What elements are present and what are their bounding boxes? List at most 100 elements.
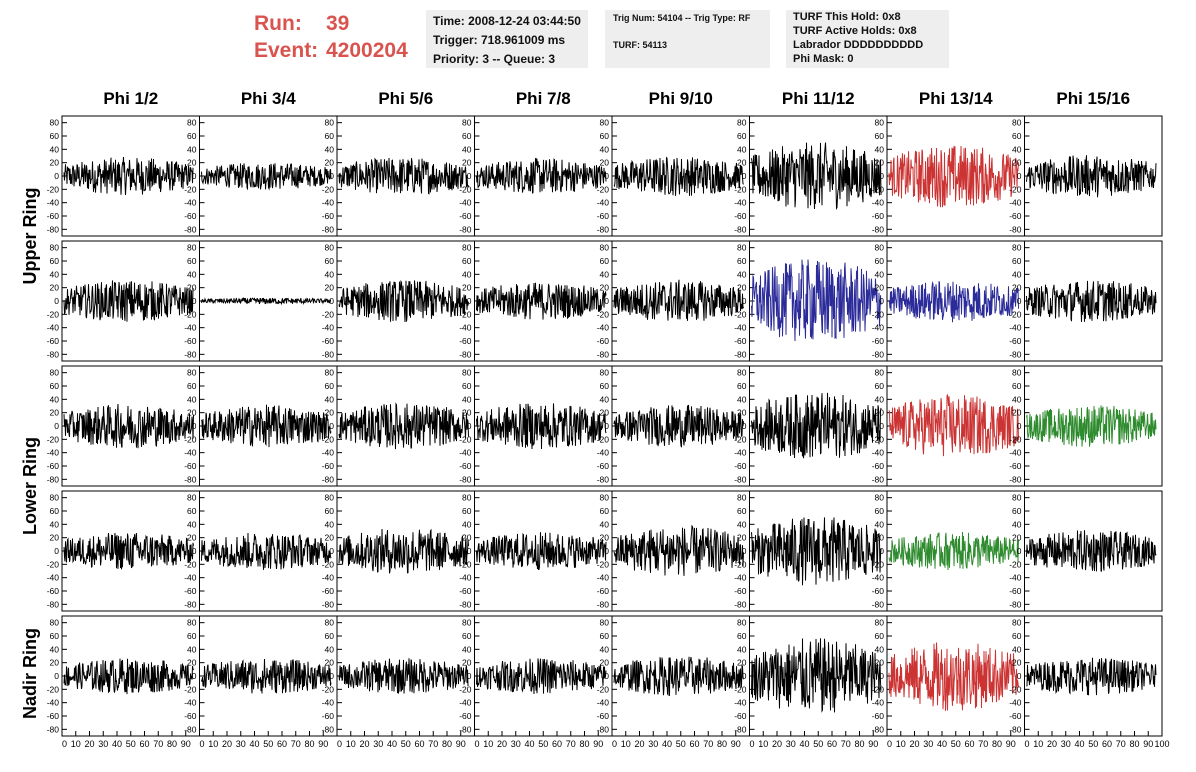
- ring-label: Lower Ring: [20, 437, 40, 535]
- y-tick-label: -20: [597, 559, 610, 569]
- y-tick-label: 20: [325, 408, 335, 418]
- y-tick-label: -40: [597, 698, 610, 708]
- x-tick-label: 50: [813, 739, 823, 749]
- y-tick-label: -40: [872, 573, 885, 583]
- y-tick-label: -20: [1009, 309, 1022, 319]
- y-tick-label: 80: [187, 118, 197, 128]
- y-tick-label: -60: [322, 211, 335, 221]
- y-tick-label: -60: [184, 211, 197, 221]
- y-tick-label: 40: [737, 394, 747, 404]
- y-tick-label: -60: [734, 586, 747, 596]
- x-tick-label: 40: [112, 739, 122, 749]
- time-info-box: Time: 2008-12-24 03:44:50 Trigger: 718.9…: [426, 10, 588, 68]
- y-tick-label: 20: [875, 533, 885, 543]
- y-tick-label: 80: [875, 618, 885, 628]
- y-tick-label: -60: [184, 711, 197, 721]
- y-tick-label: 60: [600, 381, 610, 391]
- y-tick-label: -20: [322, 434, 335, 444]
- y-tick-label: 20: [1012, 533, 1022, 543]
- y-tick-label: 0: [192, 296, 197, 306]
- y-tick-label: 0: [467, 421, 472, 431]
- y-tick-label: -80: [734, 599, 747, 609]
- y-tick-label: -20: [47, 559, 60, 569]
- waveform-trace: [338, 279, 469, 323]
- y-tick-label: 80: [737, 243, 747, 253]
- y-tick-label: 20: [50, 158, 60, 168]
- y-tick-label: 20: [1012, 158, 1022, 168]
- trig-num-line: Trig Num: 54104 -- Trig Type: RF: [613, 13, 751, 23]
- y-tick-label: -40: [322, 698, 335, 708]
- waveform-trace: [338, 402, 469, 450]
- y-tick-label: 60: [737, 256, 747, 266]
- y-tick-label: -20: [734, 434, 747, 444]
- y-tick-label: -40: [47, 448, 60, 458]
- x-tick-label: 10: [346, 739, 356, 749]
- y-tick-label: -20: [322, 559, 335, 569]
- y-tick-label: 80: [187, 493, 197, 503]
- y-tick-label: 60: [1012, 506, 1022, 516]
- waveform-trace: [201, 163, 332, 191]
- y-tick-label: -80: [459, 474, 472, 484]
- column-title: Phi 15/16: [1056, 89, 1130, 108]
- turf-line: TURF: 54113: [613, 40, 668, 50]
- waveform-trace: [613, 279, 744, 321]
- y-tick-label: 20: [737, 283, 747, 293]
- y-tick-label: 0: [879, 671, 884, 681]
- y-tick-label: -80: [1009, 599, 1022, 609]
- waveform-trace: [201, 297, 331, 306]
- waveform-trace: [338, 528, 469, 574]
- y-tick-label: -80: [184, 349, 197, 359]
- y-tick-label: 40: [462, 519, 472, 529]
- y-tick-label: -40: [47, 323, 60, 333]
- y-tick-label: -60: [872, 336, 885, 346]
- x-tick-label: 40: [524, 739, 534, 749]
- y-tick-label: 60: [875, 631, 885, 641]
- y-tick-label: 20: [875, 658, 885, 668]
- y-tick-label: 40: [1012, 144, 1022, 154]
- waveform-trace: [1026, 530, 1157, 572]
- y-tick-label: 20: [325, 158, 335, 168]
- y-tick-label: 0: [54, 296, 59, 306]
- x-tick-label: 20: [222, 739, 232, 749]
- y-tick-label: -80: [322, 474, 335, 484]
- y-tick-label: 60: [325, 631, 335, 641]
- x-tick-label: 30: [1061, 739, 1071, 749]
- y-tick-label: 40: [1012, 269, 1022, 279]
- y-tick-label: 80: [875, 368, 885, 378]
- y-tick-label: 80: [50, 618, 60, 628]
- y-tick-label: 40: [1012, 644, 1022, 654]
- y-tick-label: -80: [1009, 224, 1022, 234]
- y-tick-label: -80: [322, 349, 335, 359]
- y-tick-label: 20: [600, 158, 610, 168]
- x-tick-label: 10: [483, 739, 493, 749]
- y-tick-label: 60: [50, 131, 60, 141]
- y-tick-label: -20: [459, 559, 472, 569]
- y-tick-label: 0: [192, 171, 197, 181]
- trig-info-box: Trig Num: 54104 -- Trig Type: RF TURF: 5…: [605, 10, 770, 68]
- y-tick-label: 60: [600, 631, 610, 641]
- x-tick-label: 20: [84, 739, 94, 749]
- y-tick-label: -40: [459, 573, 472, 583]
- y-tick-label: 80: [325, 493, 335, 503]
- y-tick-label: 40: [875, 644, 885, 654]
- y-tick-label: 0: [1017, 546, 1022, 556]
- y-tick-label: -80: [459, 349, 472, 359]
- y-tick-label: -60: [459, 711, 472, 721]
- y-tick-label: -80: [47, 599, 60, 609]
- x-tick-label: 70: [153, 739, 163, 749]
- turf-hold-line: TURF This Hold: 0x8: [793, 11, 901, 23]
- x-tick-label: 40: [387, 739, 397, 749]
- y-tick-label: -60: [322, 711, 335, 721]
- time-line: Time: 2008-12-24 03:44:50: [433, 14, 581, 28]
- x-tick-label: 30: [98, 739, 108, 749]
- y-tick-label: -80: [322, 724, 335, 734]
- x-tick-label: 50: [951, 739, 961, 749]
- y-tick-label: -20: [47, 434, 60, 444]
- y-tick-label: 80: [737, 118, 747, 128]
- y-tick-label: -60: [1009, 711, 1022, 721]
- y-tick-label: -20: [872, 684, 885, 694]
- ring-label: Upper Ring: [20, 188, 40, 285]
- y-tick-label: 20: [462, 658, 472, 668]
- y-tick-label: 80: [600, 618, 610, 628]
- y-tick-label: 80: [325, 618, 335, 628]
